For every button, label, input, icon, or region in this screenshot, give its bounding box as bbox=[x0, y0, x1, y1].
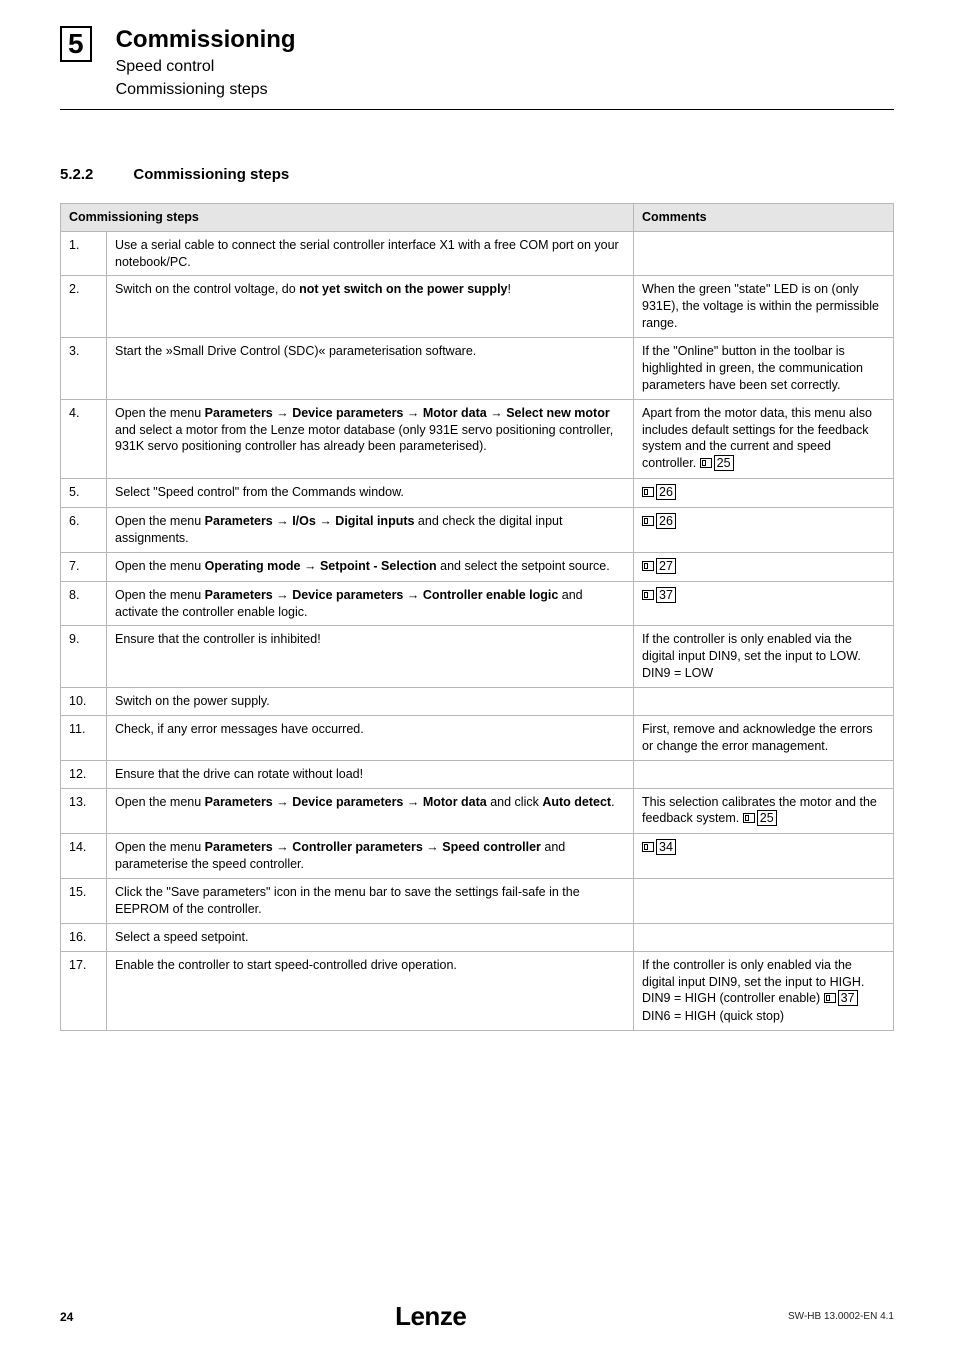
step-number: 15. bbox=[61, 879, 107, 924]
step-description: Click the "Save parameters" icon in the … bbox=[107, 879, 634, 924]
table-row: 3.Start the »Small Drive Control (SDC)« … bbox=[61, 338, 894, 400]
step-description: Select "Speed control" from the Commands… bbox=[107, 479, 634, 508]
step-number: 16. bbox=[61, 923, 107, 951]
step-number: 5. bbox=[61, 479, 107, 508]
section-title: Commissioning steps bbox=[133, 166, 289, 183]
table-row: 6.Open the menu Parameters → I/Os → Digi… bbox=[61, 508, 894, 553]
chapter-title: Commissioning bbox=[116, 26, 296, 54]
step-number: 3. bbox=[61, 338, 107, 400]
step-description: Open the menu Parameters → Controller pa… bbox=[107, 834, 634, 879]
step-comment: If the "Online" button in the toolbar is… bbox=[634, 338, 894, 400]
table-row: 2.Switch on the control voltage, do not … bbox=[61, 276, 894, 338]
step-number: 7. bbox=[61, 552, 107, 581]
table-row: 8.Open the menu Parameters → Device para… bbox=[61, 581, 894, 626]
step-comment: 26 bbox=[634, 508, 894, 553]
step-description: Open the menu Parameters → I/Os → Digita… bbox=[107, 508, 634, 553]
step-number: 13. bbox=[61, 788, 107, 834]
step-comment bbox=[634, 760, 894, 788]
step-comment: 37 bbox=[634, 581, 894, 626]
chapter-number: 5 bbox=[60, 26, 92, 62]
step-description: Open the menu Parameters → Device parame… bbox=[107, 399, 634, 479]
table-row: 17.Enable the controller to start speed-… bbox=[61, 951, 894, 1031]
brand-logo: Lenze bbox=[395, 1301, 466, 1332]
step-description: Ensure that the controller is inhibited! bbox=[107, 626, 634, 688]
step-number: 6. bbox=[61, 508, 107, 553]
page-footer: 24 Lenze SW-HB 13.0002-EN 4.1 bbox=[60, 1301, 894, 1332]
section-number: 5.2.2 bbox=[60, 166, 93, 183]
step-comment bbox=[634, 923, 894, 951]
step-description: Ensure that the drive can rotate without… bbox=[107, 760, 634, 788]
step-number: 8. bbox=[61, 581, 107, 626]
step-description: Open the menu Parameters → Device parame… bbox=[107, 581, 634, 626]
commissioning-steps-table: Commissioning steps Comments 1.Use a ser… bbox=[60, 203, 894, 1031]
step-number: 12. bbox=[61, 760, 107, 788]
step-description: Enable the controller to start speed-con… bbox=[107, 951, 634, 1031]
doc-id: SW-HB 13.0002-EN 4.1 bbox=[788, 1311, 894, 1322]
section-heading: 5.2.2 Commissioning steps bbox=[60, 166, 894, 183]
step-number: 4. bbox=[61, 399, 107, 479]
step-comment: 34 bbox=[634, 834, 894, 879]
table-row: 14.Open the menu Parameters → Controller… bbox=[61, 834, 894, 879]
chapter-sub-2: Commissioning steps bbox=[116, 79, 296, 101]
th-comments: Comments bbox=[634, 203, 894, 231]
table-row: 5.Select "Speed control" from the Comman… bbox=[61, 479, 894, 508]
step-number: 1. bbox=[61, 231, 107, 276]
step-comment bbox=[634, 688, 894, 716]
step-description: Switch on the power supply. bbox=[107, 688, 634, 716]
step-comment: When the green "state" LED is on (only 9… bbox=[634, 276, 894, 338]
table-row: 15.Click the "Save parameters" icon in t… bbox=[61, 879, 894, 924]
step-number: 2. bbox=[61, 276, 107, 338]
table-row: 10.Switch on the power supply. bbox=[61, 688, 894, 716]
step-comment: This selection calibrates the motor and … bbox=[634, 788, 894, 834]
header-titles: Commissioning Speed control Commissionin… bbox=[116, 26, 296, 101]
step-number: 10. bbox=[61, 688, 107, 716]
step-description: Open the menu Parameters → Device parame… bbox=[107, 788, 634, 834]
table-row: 16.Select a speed setpoint. bbox=[61, 923, 894, 951]
table-row: 4.Open the menu Parameters → Device para… bbox=[61, 399, 894, 479]
step-description: Select a speed setpoint. bbox=[107, 923, 634, 951]
step-number: 14. bbox=[61, 834, 107, 879]
table-row: 1.Use a serial cable to connect the seri… bbox=[61, 231, 894, 276]
step-comment: If the controller is only enabled via th… bbox=[634, 951, 894, 1031]
step-number: 17. bbox=[61, 951, 107, 1031]
chapter-sub-1: Speed control bbox=[116, 56, 296, 78]
step-comment: 27 bbox=[634, 552, 894, 581]
header-rule bbox=[60, 109, 894, 110]
table-row: 12.Ensure that the drive can rotate with… bbox=[61, 760, 894, 788]
table-row: 13.Open the menu Parameters → Device par… bbox=[61, 788, 894, 834]
step-description: Start the »Small Drive Control (SDC)« pa… bbox=[107, 338, 634, 400]
step-comment: Apart from the motor data, this menu als… bbox=[634, 399, 894, 479]
step-number: 11. bbox=[61, 715, 107, 760]
step-comment: First, remove and acknowledge the errors… bbox=[634, 715, 894, 760]
step-number: 9. bbox=[61, 626, 107, 688]
step-description: Check, if any error messages have occurr… bbox=[107, 715, 634, 760]
page-header: 5 Commissioning Speed control Commission… bbox=[60, 26, 894, 101]
step-comment: 26 bbox=[634, 479, 894, 508]
th-commissioning: Commissioning steps bbox=[61, 203, 634, 231]
table-row: 11.Check, if any error messages have occ… bbox=[61, 715, 894, 760]
step-comment bbox=[634, 879, 894, 924]
step-description: Use a serial cable to connect the serial… bbox=[107, 231, 634, 276]
step-comment: If the controller is only enabled via th… bbox=[634, 626, 894, 688]
page-number: 24 bbox=[60, 1310, 73, 1324]
step-comment bbox=[634, 231, 894, 276]
step-description: Open the menu Operating mode → Setpoint … bbox=[107, 552, 634, 581]
table-row: 9.Ensure that the controller is inhibite… bbox=[61, 626, 894, 688]
step-description: Switch on the control voltage, do not ye… bbox=[107, 276, 634, 338]
table-row: 7.Open the menu Operating mode → Setpoin… bbox=[61, 552, 894, 581]
